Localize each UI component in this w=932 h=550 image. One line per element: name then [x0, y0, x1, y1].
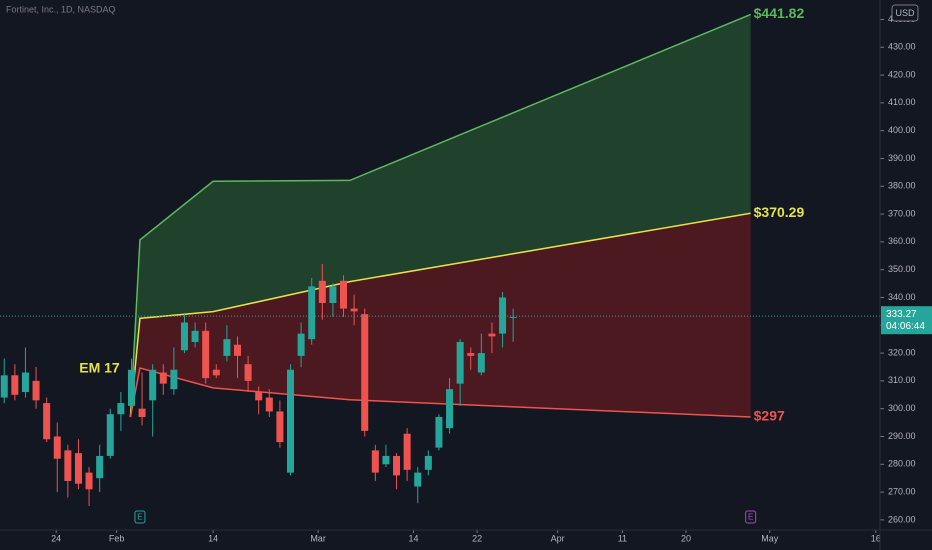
candle-body [117, 403, 125, 415]
candle-body [340, 280, 348, 309]
candle-body [233, 344, 241, 356]
projection-line [129, 13, 751, 418]
candle-body [202, 330, 210, 379]
last-price-label: 333.27 [886, 309, 917, 320]
candle-body [287, 369, 295, 473]
candle-body [138, 408, 146, 418]
candle-body [255, 391, 263, 401]
candle-body [424, 455, 432, 470]
projection-area [130, 213, 751, 418]
projection-line [129, 367, 751, 418]
candle-body [43, 403, 51, 440]
candle-body [212, 369, 220, 376]
candle-body [64, 450, 72, 481]
candle-body [53, 436, 61, 459]
y-tick-label: 420.00 [888, 69, 916, 79]
candle-body [371, 450, 379, 473]
candle-body [361, 314, 369, 431]
candle-body [456, 341, 464, 384]
candle-body [0, 375, 8, 398]
y-tick-label: 370.00 [888, 208, 916, 218]
candle-body [329, 286, 337, 304]
chart-title: Fortinet, Inc., 1D, NASDAQ [6, 4, 116, 14]
candle-body [85, 472, 93, 490]
y-tick-label: 340.00 [888, 292, 916, 302]
y-tick-label: 300.00 [888, 403, 916, 413]
currency-box[interactable] [891, 4, 919, 22]
candle-body [244, 364, 252, 381]
candle-body [159, 372, 167, 384]
event-marker [134, 510, 146, 524]
y-tick-label: 290.00 [888, 431, 916, 441]
x-tick-label: 14 [408, 533, 418, 543]
candle-body [435, 417, 443, 448]
y-tick-label: 430.00 [888, 42, 916, 52]
candle-body [318, 280, 326, 304]
candle-body [149, 369, 157, 401]
candle-body [467, 353, 475, 356]
event-label: E [748, 513, 753, 522]
candle-body [414, 472, 422, 487]
candle-body [393, 455, 401, 476]
event-marker [745, 510, 757, 524]
x-tick-label: May [761, 533, 779, 543]
expected-move-label: EM 17 [79, 360, 120, 376]
x-tick-label: Feb [109, 533, 125, 543]
projection-label: $370.29 [754, 204, 805, 220]
candle-body [106, 414, 114, 456]
y-tick-label: 270.00 [888, 486, 916, 496]
last-price-box [881, 306, 932, 335]
projection-area [130, 14, 751, 418]
candle-body [488, 333, 496, 337]
candle-body [403, 433, 411, 470]
projection-label: $297 [754, 408, 785, 424]
candle-body [127, 369, 135, 406]
candle-body [180, 322, 188, 351]
projection-label: $441.82 [754, 5, 805, 21]
y-tick-label: 350.00 [888, 264, 916, 274]
y-tick-label: 390.00 [888, 153, 916, 163]
candle-body [11, 375, 19, 395]
x-tick-label: 24 [51, 533, 61, 543]
candle-body [446, 389, 454, 429]
candle-body [223, 339, 231, 356]
y-tick-label: 260.00 [888, 514, 916, 524]
countdown: 04:06:44 [886, 321, 925, 332]
candle-body [32, 380, 40, 401]
candle-body [74, 453, 82, 484]
candle-body [191, 330, 199, 342]
y-tick-label: 400.00 [888, 125, 916, 135]
candle-body [297, 333, 305, 356]
x-tick-label: 14 [208, 533, 218, 543]
currency[interactable]: USD [895, 8, 915, 18]
x-tick-label: Apr [551, 533, 565, 543]
y-tick-label: 380.00 [888, 181, 916, 191]
candle-body [499, 297, 507, 334]
x-tick-label: 11 [618, 533, 627, 543]
candle-body [308, 286, 316, 340]
event-label: E [137, 513, 142, 522]
candle-body [265, 397, 273, 412]
x-tick-label: 20 [681, 533, 691, 543]
y-tick-label: 410.00 [888, 97, 916, 107]
y-tick-label: 280.00 [888, 459, 916, 469]
candle-body [170, 369, 178, 390]
candle-body [509, 316, 517, 318]
candle-body [276, 411, 284, 443]
candle-body [477, 353, 485, 373]
x-tick-label: 22 [472, 533, 482, 543]
candle-body [96, 455, 104, 479]
y-tick-label: 360.00 [888, 236, 916, 246]
x-tick-label: Mar [310, 533, 326, 543]
candle-body [21, 372, 29, 392]
x-tick-label: 16 [871, 533, 881, 543]
y-tick-label: 320.00 [888, 347, 916, 357]
candle-body [350, 308, 358, 312]
candle-body [382, 455, 390, 465]
y-tick-label: 310.00 [888, 375, 916, 385]
projection-line [129, 212, 751, 418]
